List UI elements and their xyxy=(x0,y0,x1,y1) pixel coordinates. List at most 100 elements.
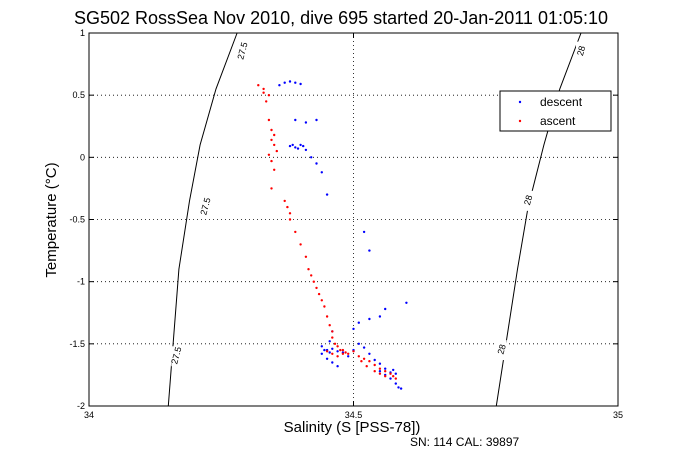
ascent-point xyxy=(283,199,286,203)
descent-point xyxy=(368,317,371,321)
ascent-point xyxy=(288,218,292,221)
ascent-point xyxy=(336,345,339,348)
ascent-point xyxy=(336,355,339,358)
x-tick-label: 34.5 xyxy=(345,410,363,420)
isopycnal-label-bg xyxy=(200,197,211,218)
ascent-point xyxy=(378,372,382,375)
ascent-point xyxy=(265,100,268,103)
ascent-point xyxy=(384,370,387,373)
descent-point xyxy=(347,355,350,358)
descent-point xyxy=(278,84,281,87)
y-tick-label: -0.5 xyxy=(69,215,85,225)
ascent-point xyxy=(331,330,334,333)
isopycnal-label-bg xyxy=(237,41,248,62)
ascent-point xyxy=(362,357,366,360)
descent-point xyxy=(331,347,334,350)
descent-point xyxy=(299,82,302,86)
ascent-point xyxy=(373,363,376,367)
descent-point xyxy=(362,346,366,349)
descent-point xyxy=(397,386,400,389)
ascent-point xyxy=(341,352,345,355)
descent-point xyxy=(336,350,339,353)
ascent-point xyxy=(307,268,310,271)
ascent-point xyxy=(368,360,371,363)
descent-point xyxy=(405,301,408,304)
ascent-point xyxy=(273,168,276,171)
descent-point xyxy=(294,118,297,122)
descent-point xyxy=(384,367,387,370)
descent-point xyxy=(294,81,297,84)
descent-point xyxy=(302,144,305,148)
descent-point xyxy=(320,345,323,348)
descent-point xyxy=(328,340,331,343)
isopycnal-label: 27.5 xyxy=(198,197,212,217)
ascent-point xyxy=(299,243,302,246)
ascent-point xyxy=(378,367,382,370)
legend-label-ascent: ascent xyxy=(540,114,576,128)
y-tick-label: 0.5 xyxy=(72,90,85,100)
descent-point xyxy=(323,348,326,352)
ascent-point xyxy=(270,159,273,163)
isopycnal-label: 27.5 xyxy=(169,346,183,366)
descent-point xyxy=(384,307,387,311)
ascent-point xyxy=(325,350,329,353)
ascent-point xyxy=(392,375,395,378)
ascent-point xyxy=(270,128,273,132)
ascent-point xyxy=(341,348,345,352)
descent-point xyxy=(328,351,331,354)
ascent-point xyxy=(344,351,347,354)
ascent-point xyxy=(394,377,397,380)
ascent-point xyxy=(384,375,387,378)
y-tick-label: 1 xyxy=(80,28,85,38)
ascent-point xyxy=(262,91,265,94)
descent-point xyxy=(352,327,355,331)
descent-point xyxy=(392,368,395,372)
ascent-point xyxy=(262,87,265,91)
ascent-point xyxy=(389,372,392,375)
serial-calibration-note: SN: 114 CAL: 39897 xyxy=(410,435,520,449)
descent-point xyxy=(399,387,403,390)
x-tick-label: 35 xyxy=(613,410,623,420)
ascent-point xyxy=(267,118,271,122)
data-points xyxy=(257,80,408,390)
chart-title: SG502 RossSea Nov 2010, dive 695 started… xyxy=(74,8,608,28)
descent-point xyxy=(373,358,376,362)
x-axis-label: Salinity (S [PSS-78]) xyxy=(284,419,421,436)
descent-point xyxy=(283,81,286,84)
y-tick-label: -1 xyxy=(77,277,85,287)
isopycnal-label: 28 xyxy=(575,45,587,57)
descent-point xyxy=(299,143,302,147)
descent-point xyxy=(368,352,371,355)
x-tick-label: 34 xyxy=(84,410,94,420)
legend-label-descent: descent xyxy=(540,95,583,109)
descent-point xyxy=(357,321,360,324)
descent-point xyxy=(291,143,294,147)
descent-point xyxy=(288,144,292,148)
ascent-point xyxy=(294,230,297,234)
y-tick-label: -2 xyxy=(77,401,85,411)
y-axis-ticks: -2 -1.5 -1 -0.5 0 0.5 1 xyxy=(69,28,618,411)
ascent-point xyxy=(315,286,318,290)
isopycnal-label: 28 xyxy=(522,194,534,206)
ascent-point xyxy=(352,350,355,353)
descent-point xyxy=(294,146,297,149)
isopycnal-label-bg xyxy=(171,346,182,367)
ascent-point xyxy=(357,355,360,358)
descent-point xyxy=(304,148,308,152)
descent-point xyxy=(325,193,329,196)
ascent-point xyxy=(360,360,363,363)
ascent-point xyxy=(347,352,350,355)
descent-point xyxy=(320,171,323,174)
descent-point xyxy=(389,377,392,380)
isopycnal-label: 28 xyxy=(496,343,508,355)
ascent-point xyxy=(310,274,313,277)
descent-point xyxy=(331,361,334,364)
ascent-point xyxy=(267,94,271,97)
ascent-point xyxy=(273,133,276,137)
ascent-point xyxy=(320,299,323,302)
ascent-point xyxy=(373,370,376,373)
descent-point xyxy=(336,365,339,368)
descent-point xyxy=(378,370,382,373)
y-tick-label: 0 xyxy=(80,152,85,162)
descent-point xyxy=(378,315,382,318)
